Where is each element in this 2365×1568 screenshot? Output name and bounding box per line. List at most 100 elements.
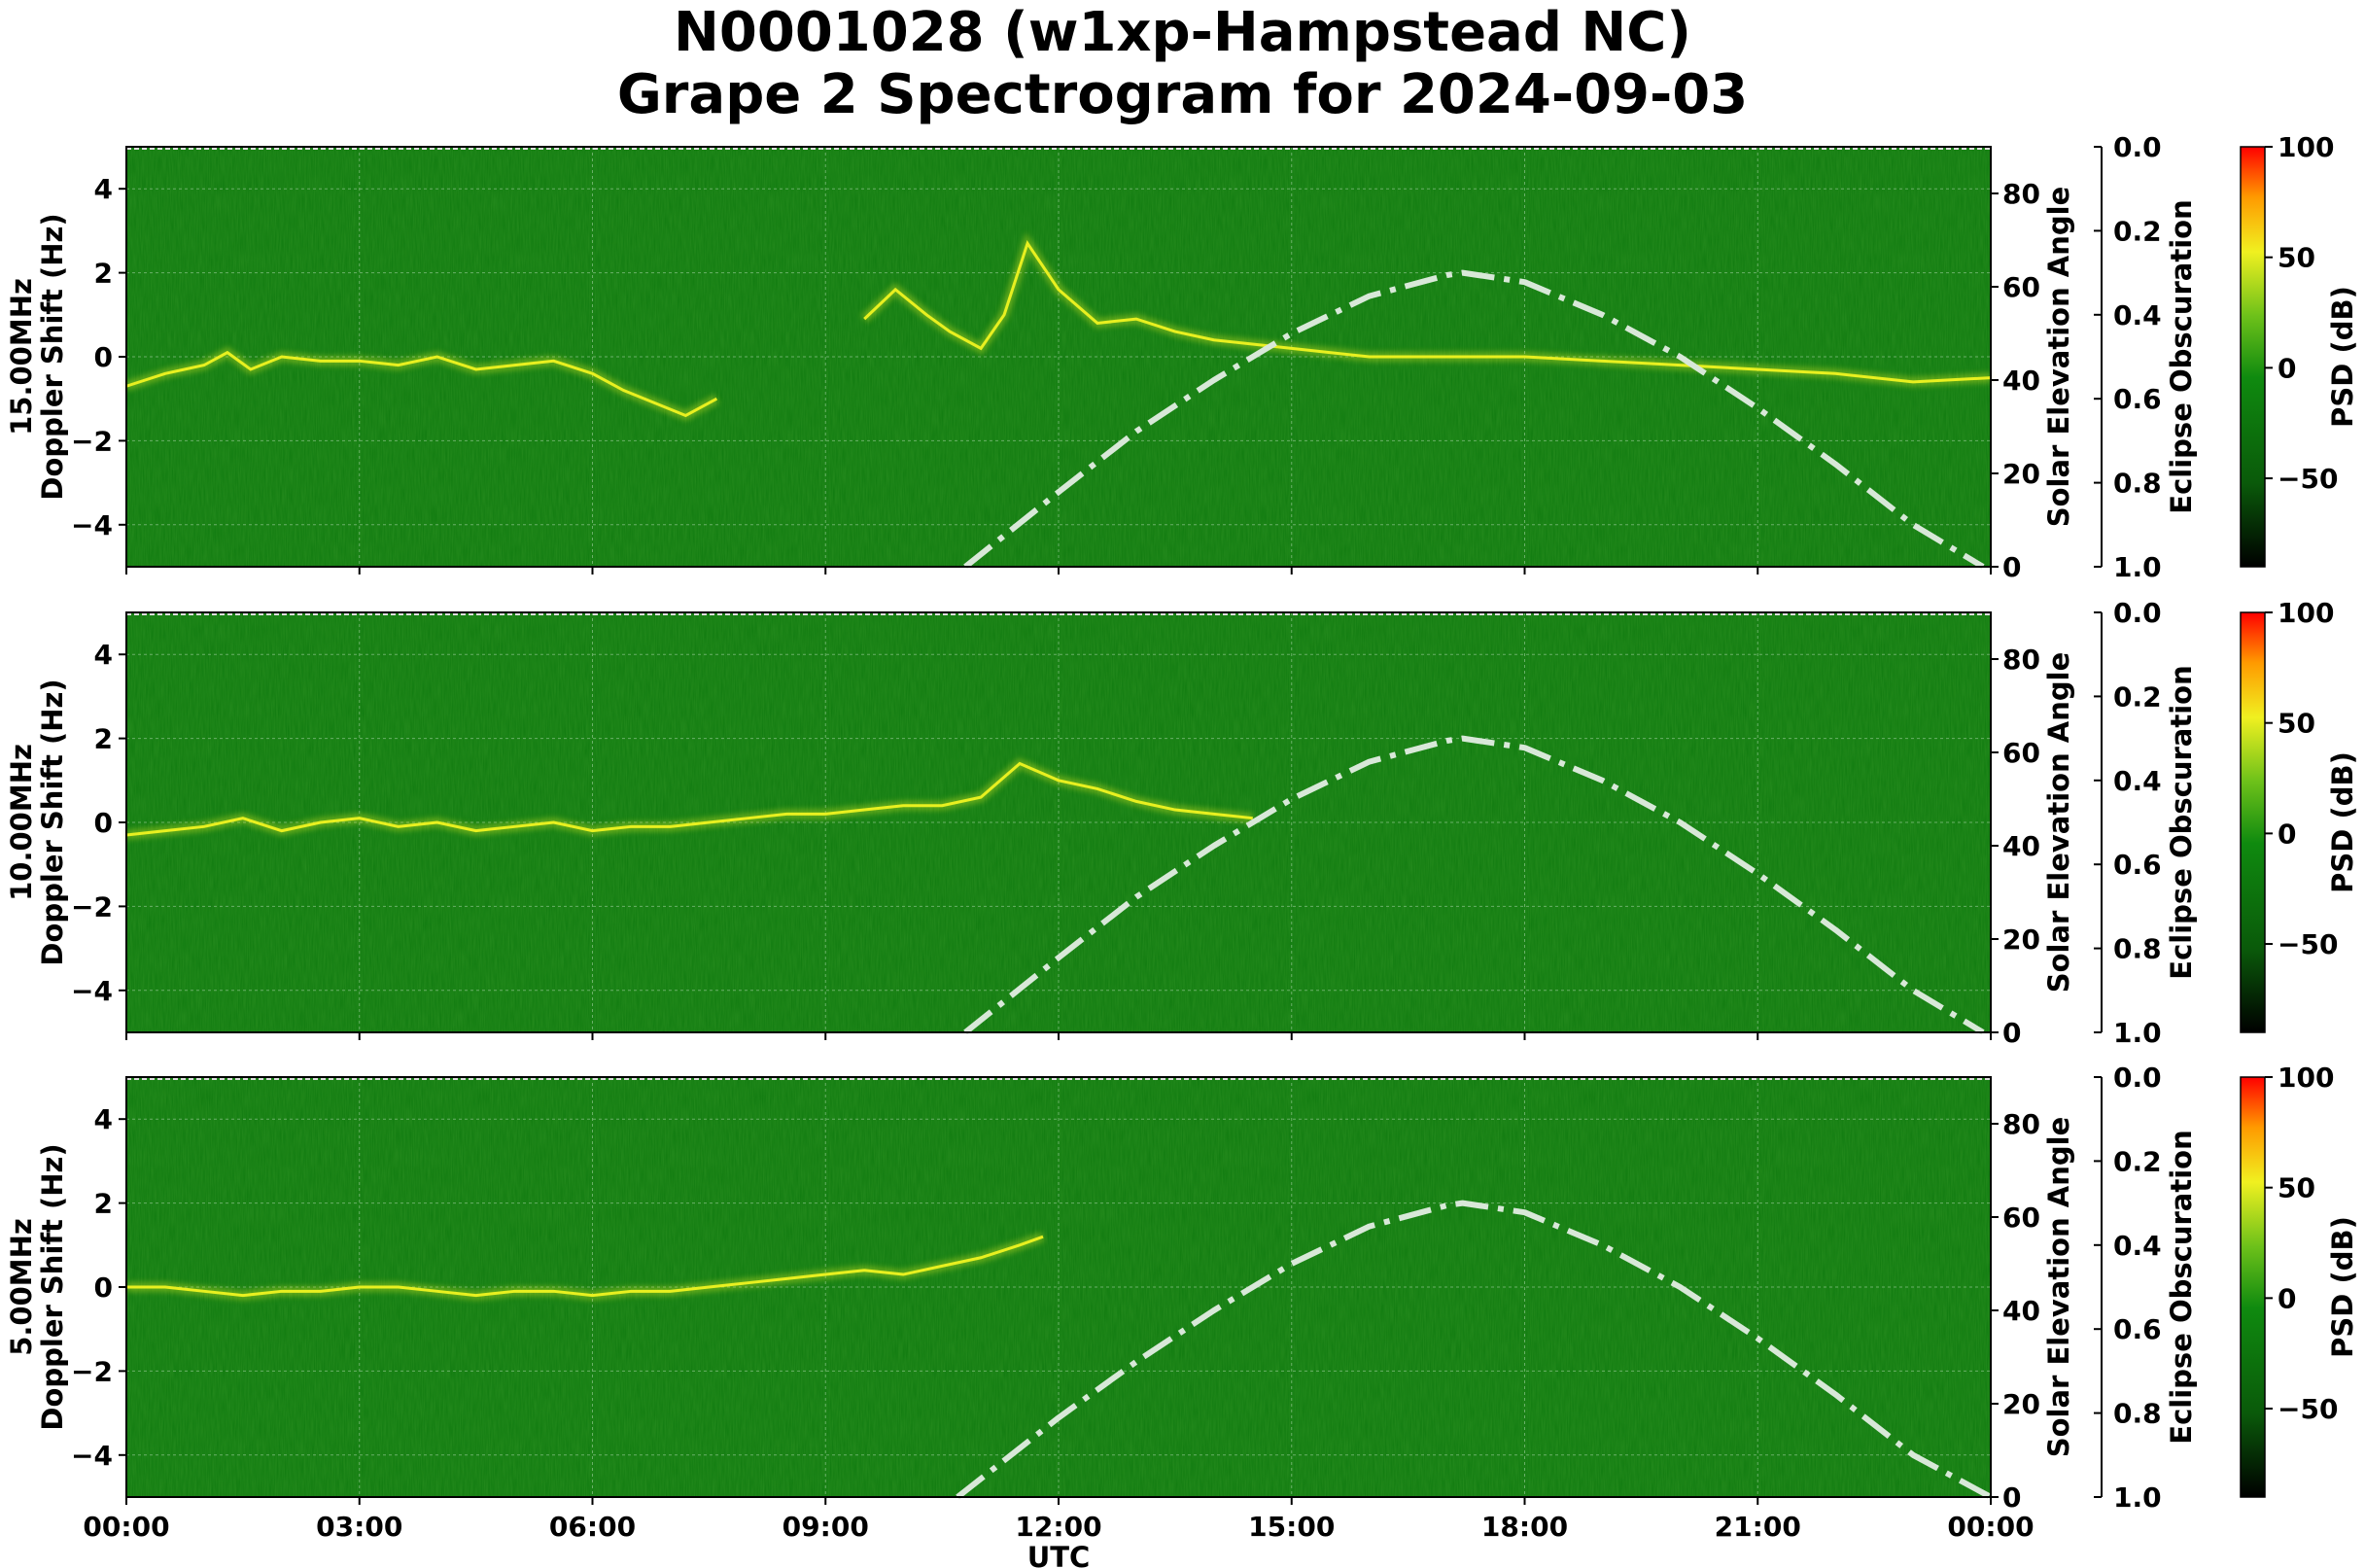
- ylabel-frequency: 5.00MHz: [5, 1218, 38, 1356]
- ytick-label: −2: [71, 425, 113, 457]
- ytick-label: −4: [71, 975, 113, 1007]
- xtick-label: 15:00: [1248, 1511, 1335, 1543]
- eclipse-tick-label: 0.2: [2113, 215, 2162, 247]
- ytick-right-label: 20: [2002, 1388, 2040, 1420]
- eclipse-tick-label: 0.2: [2113, 680, 2162, 713]
- ytick-label: 4: [94, 173, 113, 205]
- colorbar-tick-label: 0: [2278, 352, 2296, 384]
- doppler-trace-1: [125, 350, 718, 418]
- eclipse-tick-label: 0.8: [2113, 1398, 2162, 1430]
- xtick-label: 21:00: [1715, 1511, 1801, 1543]
- ytick-label: −4: [71, 1440, 113, 1472]
- ytick-right-label: 40: [2002, 830, 2040, 862]
- ytick-right-label: 80: [2002, 644, 2040, 676]
- ytick-right-label: 60: [2002, 1202, 2040, 1234]
- ylabel-doppler: Doppler Shift (Hz): [36, 679, 69, 965]
- ytick-right-label: 20: [2002, 923, 2040, 956]
- colorbar-label: PSD (dB): [2326, 751, 2359, 893]
- eclipse-label: Eclipse Obscuration: [2165, 1130, 2198, 1444]
- colorbar-label: PSD (dB): [2326, 1216, 2359, 1358]
- xtick-label: 03:00: [316, 1511, 402, 1543]
- ytick-right-label: 40: [2002, 1295, 2040, 1327]
- ytick-label: 4: [94, 1103, 113, 1135]
- xtick-label: 12:00: [1015, 1511, 1101, 1543]
- eclipse-tick-label: 0.0: [2113, 1062, 2162, 1094]
- colorbar-tick-label: 50: [2278, 242, 2315, 274]
- chart-title-line2: Grape 2 Spectrogram for 2024-09-03: [616, 63, 1749, 126]
- doppler-trace-1: [125, 761, 1253, 837]
- ytick-right-label: 20: [2002, 458, 2040, 490]
- ylabel-solar-elevation: Solar Elevation Angle: [2042, 652, 2075, 993]
- ylabel-solar-elevation: Solar Elevation Angle: [2042, 187, 2075, 528]
- eclipse-tick-label: 1.0: [2113, 551, 2162, 583]
- ylabel-doppler: Doppler Shift (Hz): [36, 1143, 69, 1430]
- ylabel-solar-elevation: Solar Elevation Angle: [2042, 1117, 2075, 1458]
- doppler-trace-1: [126, 1235, 1044, 1298]
- colorbar-tick-label: 50: [2278, 708, 2315, 740]
- ytick-right-label: 60: [2002, 271, 2040, 303]
- xtick-label: 09:00: [783, 1511, 869, 1543]
- eclipse-tick-label: 0.0: [2113, 597, 2162, 629]
- xtick-label: 00:00: [83, 1511, 169, 1543]
- colorbar-tick-label: 100: [2278, 131, 2334, 163]
- doppler-trace-2: [863, 239, 1992, 384]
- xtick-label: 00:00: [1947, 1511, 2034, 1543]
- ylabel-frequency: 15.00MHz: [5, 278, 38, 436]
- ytick-right-label: 0: [2002, 551, 2021, 583]
- colorbar-tick-label: 100: [2278, 597, 2334, 629]
- ytick-label: 0: [94, 341, 113, 373]
- colorbar-label: PSD (dB): [2326, 286, 2359, 428]
- eclipse-tick-label: 0.2: [2113, 1145, 2162, 1177]
- eclipse-tick-label: 0.6: [2113, 383, 2162, 415]
- eclipse-tick-label: 0.4: [2113, 765, 2162, 797]
- eclipse-tick-label: 0.6: [2113, 1313, 2162, 1345]
- eclipse-tick-label: 0.8: [2113, 468, 2162, 500]
- solar-elevation-curve: [963, 269, 1985, 570]
- ytick-right-label: 80: [2002, 1108, 2040, 1140]
- ytick-right-label: 0: [2002, 1481, 2021, 1514]
- colorbar-tick-label: 100: [2278, 1062, 2334, 1094]
- colorbar-tick-label: 0: [2278, 1282, 2296, 1314]
- eclipse-tick-label: 0.4: [2113, 1230, 2162, 1262]
- ytick-right-label: 40: [2002, 365, 2040, 397]
- colorbar: [2240, 1076, 2266, 1498]
- colorbar-tick-label: −50: [2278, 1393, 2338, 1425]
- ytick-label: −4: [71, 509, 113, 541]
- eclipse-tick-label: 0.4: [2113, 299, 2162, 331]
- eclipse-tick-label: 1.0: [2113, 1481, 2162, 1514]
- ytick-right-label: 0: [2002, 1017, 2021, 1049]
- xtick-label: 18:00: [1481, 1511, 1568, 1543]
- eclipse-label: Eclipse Obscuration: [2165, 665, 2198, 979]
- eclipse-tick-label: 0.6: [2113, 849, 2162, 881]
- eclipse-tick-label: 0.0: [2113, 131, 2162, 163]
- solar-elevation-curve: [963, 735, 1985, 1035]
- colorbar-tick-label: −50: [2278, 463, 2338, 495]
- ytick-label: −2: [71, 890, 113, 923]
- ytick-right-label: 60: [2002, 737, 2040, 769]
- xlabel: UTC: [1027, 1541, 1091, 1568]
- chart-title-line1: N0001028 (w1xp-Hampstead NC): [674, 1, 1691, 64]
- ytick-right-label: 80: [2002, 178, 2040, 210]
- eclipse-label: Eclipse Obscuration: [2165, 199, 2198, 513]
- eclipse-tick-label: 0.8: [2113, 933, 2162, 965]
- solar-elevation-curve: [956, 1200, 1993, 1500]
- colorbar: [2240, 146, 2266, 568]
- colorbar: [2240, 611, 2266, 1033]
- ytick-label: 0: [94, 807, 113, 839]
- ytick-label: 2: [94, 723, 113, 755]
- ylabel-doppler: Doppler Shift (Hz): [36, 213, 69, 500]
- eclipse-tick-label: 1.0: [2113, 1017, 2162, 1049]
- colorbar-tick-label: 0: [2278, 818, 2296, 850]
- colorbar-tick-label: −50: [2278, 928, 2338, 960]
- xtick-label: 06:00: [549, 1511, 636, 1543]
- colorbar-tick-label: 50: [2278, 1172, 2315, 1204]
- ytick-label: 2: [94, 1188, 113, 1220]
- ytick-label: 0: [94, 1272, 113, 1304]
- ytick-label: 4: [94, 639, 113, 671]
- ytick-label: −2: [71, 1355, 113, 1387]
- ylabel-frequency: 10.00MHz: [5, 744, 38, 901]
